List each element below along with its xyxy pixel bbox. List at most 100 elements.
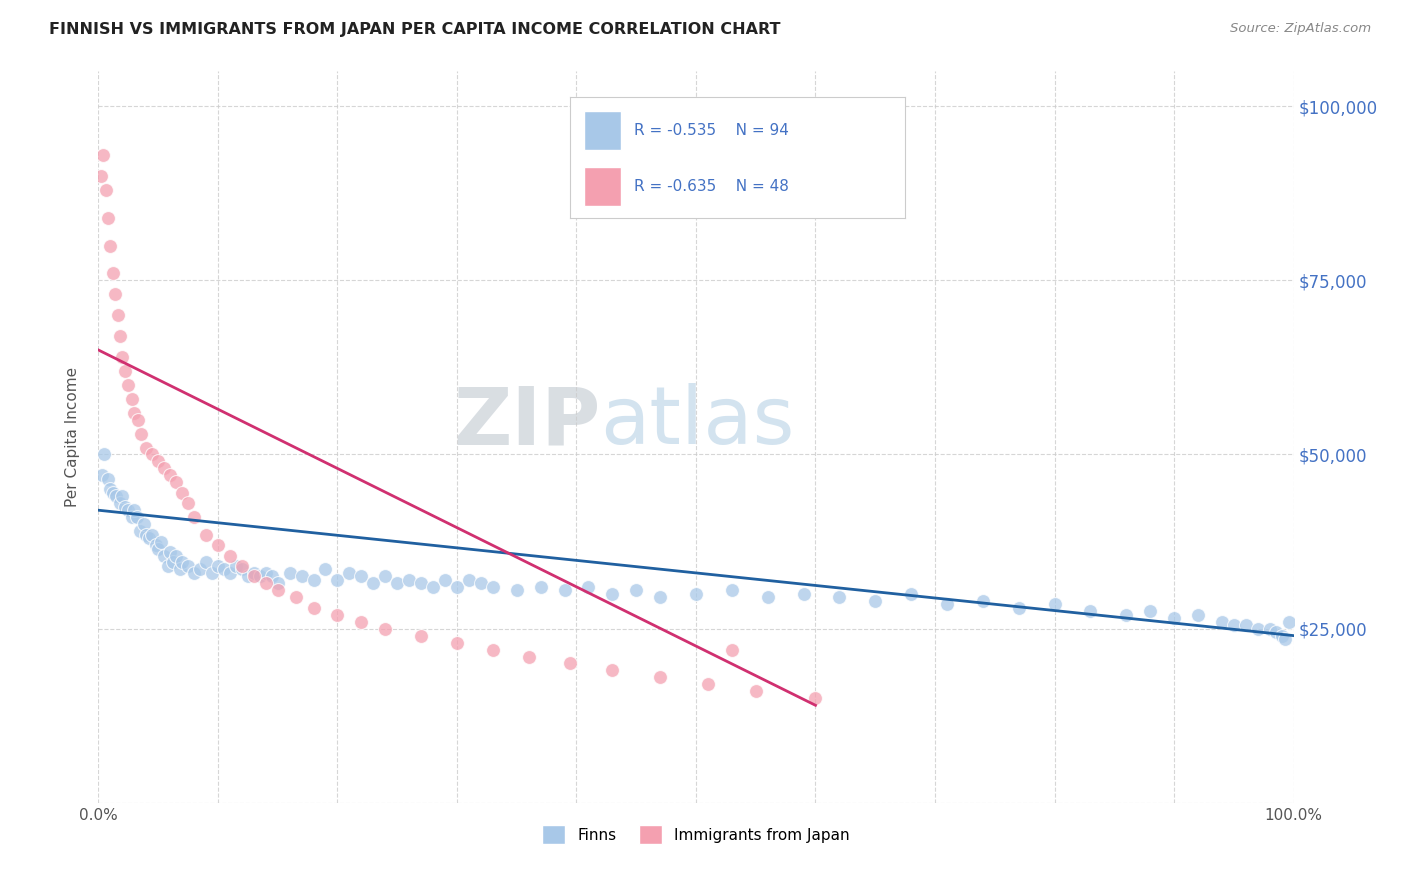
Point (159, 468, 181, 483)
Point (101, 485, 124, 500)
Point (1043, 597, 1066, 611)
Point (148, 454, 170, 468)
Point (1187, 607, 1209, 622)
Point (411, 576, 433, 591)
Point (1080, 604, 1102, 618)
Point (231, 562, 253, 576)
Point (267, 583, 290, 598)
Point (828, 591, 851, 605)
Point (141, 527, 163, 541)
Point (125, 510, 148, 524)
Y-axis label: Per Capita Income: Per Capita Income (65, 367, 80, 508)
Text: FINNISH VS IMMIGRANTS FROM JAPAN PER CAPITA INCOME CORRELATION CHART: FINNISH VS IMMIGRANTS FROM JAPAN PER CAP… (49, 22, 780, 37)
Point (135, 441, 157, 455)
Point (326, 607, 349, 622)
Point (97, 211, 120, 225)
Point (101, 266, 124, 280)
Point (721, 642, 744, 657)
Point (446, 580, 468, 594)
Point (1211, 615, 1233, 629)
Point (284, 591, 307, 605)
Point (254, 566, 277, 580)
Point (172, 556, 194, 570)
Point (172, 485, 194, 500)
Point (470, 576, 492, 591)
Point (1258, 622, 1281, 636)
Point (91, 148, 114, 162)
Point (132, 517, 155, 532)
Point (207, 558, 229, 573)
Point (195, 556, 218, 570)
Point (243, 569, 266, 583)
Point (374, 569, 396, 583)
Point (578, 580, 600, 594)
Text: Source: ZipAtlas.com: Source: ZipAtlas.com (1230, 22, 1371, 36)
Point (517, 649, 540, 664)
Point (131, 426, 153, 441)
Point (804, 691, 827, 706)
Point (936, 597, 959, 611)
Point (350, 569, 373, 583)
Point (114, 364, 136, 378)
Point (385, 576, 409, 591)
Point (1008, 600, 1031, 615)
Point (900, 587, 922, 601)
Point (108, 496, 131, 510)
Point (141, 448, 163, 462)
Point (650, 670, 672, 684)
Point (1139, 604, 1161, 618)
Point (104, 287, 127, 301)
Point (1234, 618, 1257, 632)
Point (411, 629, 433, 643)
Point (124, 406, 146, 420)
Point (121, 510, 143, 524)
Point (793, 587, 815, 601)
Point (138, 531, 160, 545)
Point (231, 558, 253, 573)
Point (90, 169, 112, 183)
Point (434, 573, 457, 587)
Point (153, 461, 176, 475)
Point (195, 527, 218, 541)
Point (302, 600, 325, 615)
Point (243, 566, 266, 580)
Point (254, 576, 277, 591)
Point (339, 566, 361, 580)
Point (98, 238, 122, 252)
Point (745, 684, 768, 698)
Point (177, 558, 200, 573)
Point (446, 635, 468, 649)
Point (107, 308, 129, 322)
Point (111, 350, 134, 364)
Point (108, 329, 131, 343)
Point (97, 472, 120, 486)
Point (212, 562, 235, 576)
Point (169, 562, 191, 576)
Point (129, 524, 152, 538)
Point (267, 576, 290, 591)
Point (207, 538, 229, 552)
Point (98, 483, 122, 497)
Point (127, 412, 149, 426)
Point (291, 569, 314, 583)
Legend: Finns, Immigrants from Japan: Finns, Immigrants from Japan (536, 819, 856, 850)
Point (260, 569, 283, 583)
Point (865, 594, 887, 608)
Point (117, 377, 139, 392)
Point (117, 503, 139, 517)
Point (225, 558, 247, 573)
Point (183, 566, 205, 580)
Point (482, 580, 505, 594)
Point (302, 573, 325, 587)
Point (1115, 607, 1137, 622)
Point (124, 503, 146, 517)
Point (506, 583, 529, 598)
Point (458, 573, 481, 587)
Point (363, 576, 385, 591)
Point (278, 566, 301, 580)
Point (482, 642, 505, 657)
Point (626, 583, 648, 598)
Point (972, 594, 994, 608)
Point (148, 541, 170, 556)
Point (1271, 629, 1294, 643)
